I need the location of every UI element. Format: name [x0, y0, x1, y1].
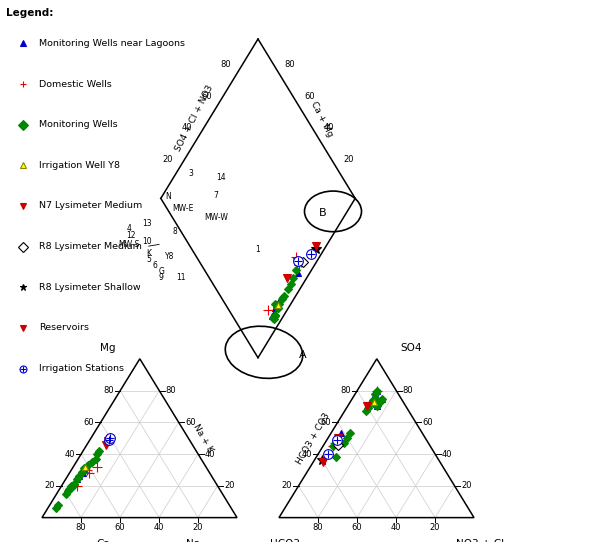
Text: A: A — [299, 350, 307, 360]
Text: 20: 20 — [193, 524, 203, 532]
Text: 20: 20 — [430, 524, 440, 532]
Text: 80: 80 — [313, 524, 323, 532]
Text: 20: 20 — [224, 481, 235, 491]
Text: Ca + Mg: Ca + Mg — [309, 100, 334, 138]
Text: 7: 7 — [214, 191, 218, 199]
Text: Legend:: Legend: — [6, 8, 53, 18]
Text: 40: 40 — [391, 524, 401, 532]
Text: Domestic Wells: Domestic Wells — [39, 80, 112, 88]
Text: MW-S: MW-S — [118, 241, 140, 249]
Text: 80: 80 — [284, 60, 295, 69]
Text: 13: 13 — [142, 219, 152, 228]
Text: Na + K: Na + K — [191, 422, 215, 454]
Text: 80: 80 — [221, 60, 232, 69]
Text: 40: 40 — [442, 449, 452, 459]
Text: N: N — [165, 192, 171, 201]
Text: 80: 80 — [340, 386, 351, 395]
Text: 40: 40 — [301, 449, 311, 459]
Text: R8 Lysimeter Shallow: R8 Lysimeter Shallow — [39, 283, 140, 292]
Text: 60: 60 — [115, 524, 125, 532]
Text: Y8: Y8 — [164, 252, 174, 261]
Text: HCO3: HCO3 — [270, 539, 300, 542]
Text: 40: 40 — [64, 449, 74, 459]
Text: 80: 80 — [166, 386, 176, 395]
Text: Monitoring Wells near Lagoons: Monitoring Wells near Lagoons — [39, 39, 185, 48]
Text: N7 Lysimeter Medium: N7 Lysimeter Medium — [39, 202, 142, 210]
Text: 6: 6 — [152, 261, 157, 270]
Text: Ca: Ca — [97, 539, 110, 542]
Text: 80: 80 — [76, 524, 86, 532]
Text: SO4 + Cl + NO3: SO4 + Cl + NO3 — [174, 84, 215, 153]
Text: 80: 80 — [103, 386, 114, 395]
Text: 60: 60 — [304, 92, 315, 101]
Text: 60: 60 — [83, 418, 94, 427]
Text: 40: 40 — [182, 124, 193, 132]
Text: 11: 11 — [176, 273, 186, 282]
Text: 4: 4 — [127, 224, 131, 233]
Text: Na: Na — [187, 539, 200, 542]
Text: 20: 20 — [163, 156, 173, 164]
Text: 40: 40 — [205, 449, 215, 459]
Text: 60: 60 — [320, 418, 331, 427]
Text: 3: 3 — [188, 169, 193, 178]
Text: Mg: Mg — [100, 344, 116, 353]
Text: 5: 5 — [146, 255, 151, 263]
Text: K: K — [146, 249, 151, 257]
Text: Reservoirs: Reservoirs — [39, 324, 89, 332]
Text: Monitoring Wells: Monitoring Wells — [39, 120, 118, 129]
Text: G: G — [159, 267, 165, 275]
Text: R8 Lysimeter Medium: R8 Lysimeter Medium — [39, 242, 142, 251]
Text: 20: 20 — [461, 481, 472, 491]
Text: SO4: SO4 — [401, 344, 422, 353]
Text: 60: 60 — [185, 418, 196, 427]
Text: HCO3 + CO3: HCO3 + CO3 — [295, 411, 331, 466]
Text: 40: 40 — [154, 524, 164, 532]
Text: Irrigation Well Y8: Irrigation Well Y8 — [39, 161, 120, 170]
Text: 20: 20 — [44, 481, 55, 491]
Text: 10: 10 — [142, 237, 152, 246]
Text: 8: 8 — [173, 228, 178, 236]
Text: B: B — [319, 208, 326, 218]
Text: 9: 9 — [158, 273, 163, 282]
Text: 20: 20 — [343, 156, 353, 164]
Text: 60: 60 — [352, 524, 362, 532]
Text: 80: 80 — [403, 386, 413, 395]
Text: Irrigation Stations: Irrigation Stations — [39, 364, 124, 373]
Text: 60: 60 — [422, 418, 433, 427]
Text: MW-E: MW-E — [172, 204, 194, 213]
Text: 1: 1 — [256, 245, 260, 254]
Text: 60: 60 — [201, 92, 212, 101]
Text: MW-W: MW-W — [204, 214, 228, 222]
Text: 40: 40 — [323, 124, 334, 132]
Text: 14: 14 — [216, 173, 226, 182]
Text: 12: 12 — [126, 231, 136, 240]
Text: NO3 + Cl: NO3 + Cl — [456, 539, 504, 542]
Text: 20: 20 — [281, 481, 292, 491]
